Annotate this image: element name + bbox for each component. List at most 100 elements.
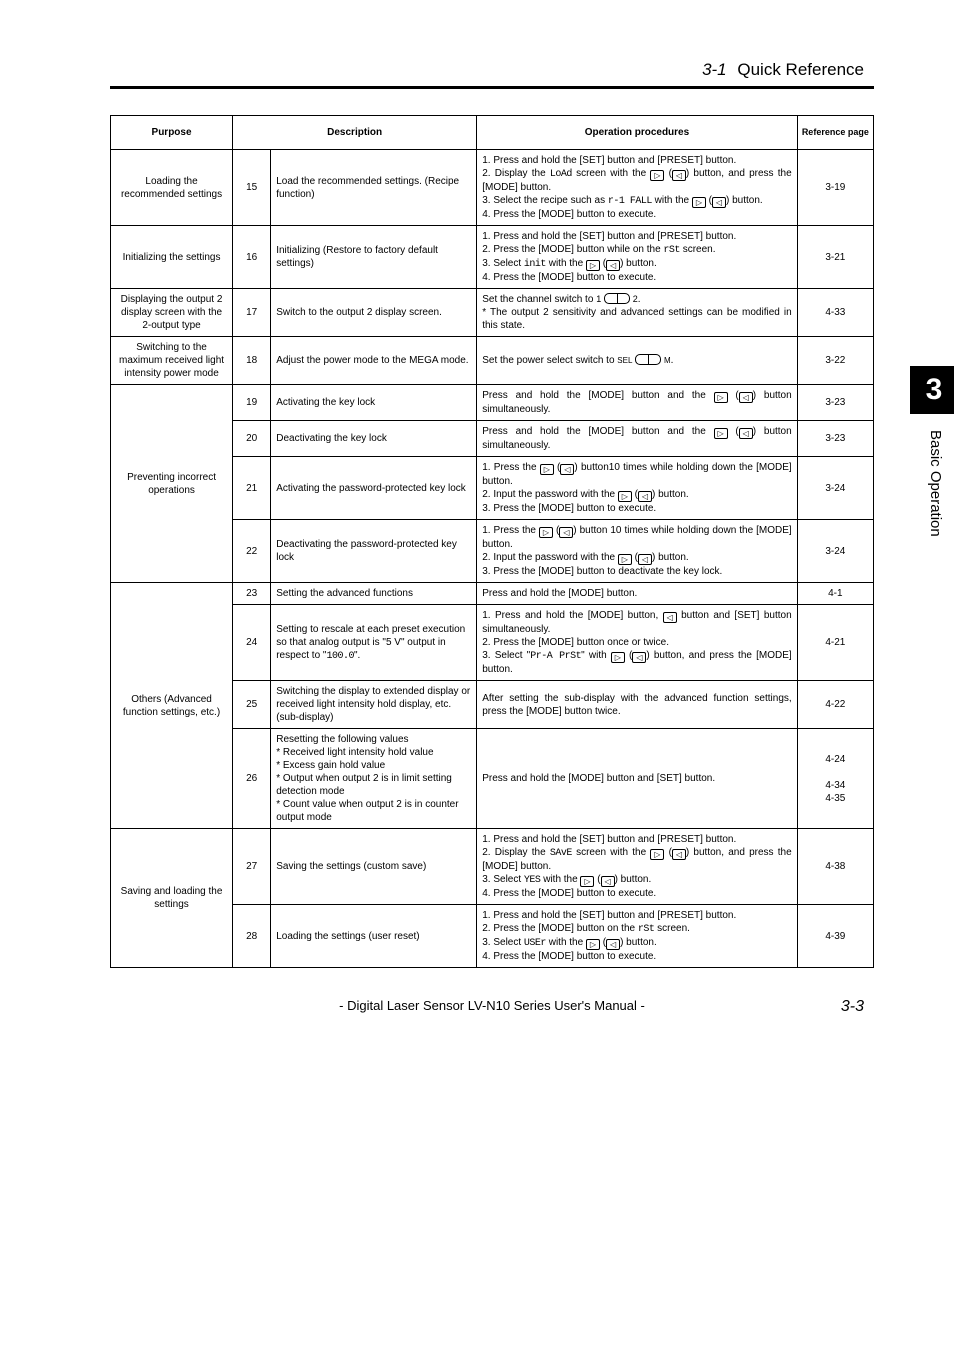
row-number: 23 [233,583,271,605]
th-reference: Reference page [797,116,873,150]
description-cell: Resetting the following values* Received… [271,729,477,829]
th-purpose: Purpose [111,116,233,150]
row-number: 28 [233,905,271,968]
description-cell: Activating the password-protected key lo… [271,457,477,520]
section-title: Quick Reference [737,60,864,79]
description-cell: Setting the advanced functions [271,583,477,605]
row-number: 18 [233,337,271,385]
description-cell: Switch to the output 2 display screen. [271,289,477,337]
right-arrow-icon: ▷ [618,554,632,565]
left-arrow-icon: ◁ [638,491,652,502]
right-arrow-icon: ▷ [586,939,600,950]
left-arrow-icon: ◁ [606,260,620,271]
operation-cell: 1. Press and hold the [SET] button and [… [477,905,797,968]
row-number: 22 [233,520,271,583]
reference-cell: 3-21 [797,226,873,289]
description-cell: Adjust the power mode to the MEGA mode. [271,337,477,385]
reference-cell: 4-244-344-35 [797,729,873,829]
purpose-cell: Others (Advanced function settings, etc.… [111,583,233,829]
table-header-row: Purpose Description Operation procedures… [111,116,874,150]
right-arrow-icon: ▷ [714,392,728,403]
description-cell: Initializing (Restore to factory default… [271,226,477,289]
operation-cell: After setting the sub-display with the a… [477,681,797,729]
operation-cell: Set the channel switch to 1 2.* The outp… [477,289,797,337]
left-arrow-icon: ◁ [606,939,620,950]
operation-cell: Press and hold the [MODE] button and the… [477,421,797,457]
row-number: 17 [233,289,271,337]
right-arrow-icon: ▷ [540,464,554,475]
description-cell: Switching the display to extended displa… [271,681,477,729]
purpose-cell: Preventing incorrect operations [111,385,233,583]
right-arrow-icon: ▷ [539,527,553,538]
reference-cell: 4-39 [797,905,873,968]
table-row: Others (Advanced function settings, etc.… [111,583,874,605]
right-arrow-icon: ▷ [586,260,600,271]
right-arrow-icon: ▷ [618,491,632,502]
left-arrow-icon: ◁ [739,392,753,403]
description-cell: Loading the settings (user reset) [271,905,477,968]
left-arrow-icon: ◁ [739,428,753,439]
reference-cell: 3-24 [797,457,873,520]
reference-cell: 4-33 [797,289,873,337]
left-arrow-icon: ◁ [559,527,573,538]
purpose-cell: Loading the recommended settings [111,150,233,226]
row-number: 27 [233,829,271,905]
operation-cell: 1. Press the ▷ (◁) button10 times while … [477,457,797,520]
description-cell: Activating the key lock [271,385,477,421]
reference-cell: 3-24 [797,520,873,583]
right-arrow-icon: ▷ [580,876,594,887]
table-row: Initializing the settings16Initializing … [111,226,874,289]
reference-cell: 3-23 [797,385,873,421]
page-number: 3-3 [841,998,864,1016]
operation-cell: Press and hold the [MODE] button and the… [477,385,797,421]
operation-cell: Press and hold the [MODE] button. [477,583,797,605]
row-number: 21 [233,457,271,520]
operation-cell: 1. Press the ▷ (◁) button 10 times while… [477,520,797,583]
purpose-cell: Displaying the output 2 display screen w… [111,289,233,337]
page-header: 3-1 Quick Reference [110,60,874,80]
left-arrow-icon: ◁ [712,197,726,208]
description-cell: Deactivating the password-protected key … [271,520,477,583]
header-rule [110,86,874,89]
right-arrow-icon: ▷ [692,197,706,208]
right-arrow-icon: ▷ [611,652,625,663]
purpose-cell: Initializing the settings [111,226,233,289]
quick-reference-table: Purpose Description Operation procedures… [110,115,874,968]
operation-cell: 1. Press and hold the [SET] button and [… [477,226,797,289]
chapter-tab-label: Basic Operation [927,430,944,537]
operation-cell: Press and hold the [MODE] button and [SE… [477,729,797,829]
operation-cell: 1. Press and hold the [SET] button and [… [477,150,797,226]
description-cell: Load the recommended settings. (Recipe f… [271,150,477,226]
purpose-cell: Saving and loading the settings [111,829,233,968]
left-arrow-icon: ◁ [632,652,646,663]
reference-cell: 4-21 [797,605,873,681]
description-cell: Deactivating the key lock [271,421,477,457]
row-number: 20 [233,421,271,457]
manual-title: - Digital Laser Sensor LV-N10 Series Use… [339,998,645,1013]
table-row: Saving and loading the settings27Saving … [111,829,874,905]
channel-switch-icon [604,293,630,304]
left-arrow-icon: ◁ [663,612,677,623]
reference-cell: 3-22 [797,337,873,385]
left-arrow-icon: ◁ [638,554,652,565]
right-arrow-icon: ▷ [650,849,664,860]
right-arrow-icon: ▷ [714,428,728,439]
power-switch-icon [635,354,661,365]
page-footer: - Digital Laser Sensor LV-N10 Series Use… [110,998,874,1013]
right-arrow-icon: ▷ [650,170,664,181]
reference-cell: 4-38 [797,829,873,905]
row-number: 26 [233,729,271,829]
description-cell: Setting to rescale at each preset execut… [271,605,477,681]
operation-cell: 1. Press and hold the [SET] button and [… [477,829,797,905]
left-arrow-icon: ◁ [672,849,686,860]
row-number: 15 [233,150,271,226]
section-number: 3-1 [702,60,727,79]
reference-cell: 4-22 [797,681,873,729]
operation-cell: Set the power select switch to SEL M. [477,337,797,385]
reference-cell: 3-23 [797,421,873,457]
table-row: Displaying the output 2 display screen w… [111,289,874,337]
row-number: 16 [233,226,271,289]
description-cell: Saving the settings (custom save) [271,829,477,905]
row-number: 19 [233,385,271,421]
table-row: Switching to the maximum received light … [111,337,874,385]
